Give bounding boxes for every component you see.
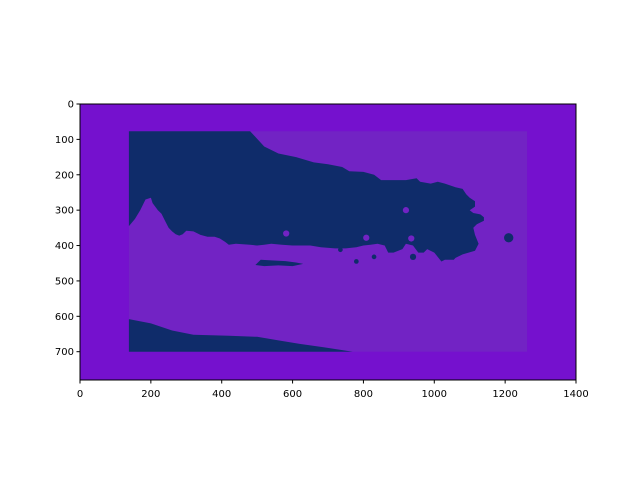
plot-area	[80, 104, 576, 380]
x-tick-label: 400	[212, 389, 231, 400]
y-tick-label: 100	[55, 135, 74, 146]
speck-1	[402, 207, 410, 214]
speck-4	[504, 233, 514, 243]
x-axis: 0 200 400 600 800 1000 1200 1400	[77, 380, 589, 400]
region-lower-dark-wedge	[128, 319, 353, 352]
x-tick-label: 0	[77, 389, 83, 400]
y-tick-label: 0	[68, 100, 74, 111]
speck-7	[338, 247, 343, 253]
x-tick-label: 200	[141, 389, 160, 400]
plot-frame	[79, 103, 577, 381]
x-tick-label: 600	[283, 389, 302, 400]
speck-2	[408, 235, 415, 242]
x-tick-label: 800	[354, 389, 373, 400]
speck-6	[371, 254, 377, 260]
speck-5	[354, 259, 359, 264]
y-tick-label: 500	[55, 276, 74, 287]
y-tick-label: 300	[55, 206, 74, 217]
y-tick-label: 700	[55, 347, 74, 358]
region-mid-dark-streak	[255, 259, 304, 267]
region-upper-dark-mass	[128, 131, 484, 262]
x-tick-label: 1000	[422, 389, 447, 400]
y-axis: 0 100 200 300 400 500 600 700	[55, 100, 80, 358]
x-tick-label: 1200	[492, 389, 517, 400]
speck-8	[409, 253, 417, 260]
x-tick-label: 1400	[563, 389, 588, 400]
speck-0	[283, 230, 290, 237]
y-tick-label: 200	[55, 170, 74, 181]
y-tick-label: 600	[55, 312, 74, 323]
y-tick-label: 400	[55, 241, 74, 252]
speck-3	[363, 234, 370, 241]
